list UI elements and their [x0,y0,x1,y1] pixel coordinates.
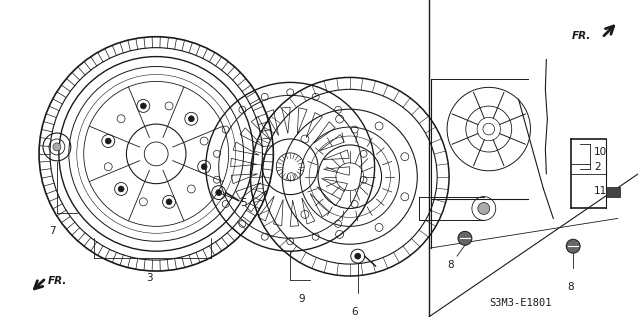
Circle shape [355,253,361,259]
Circle shape [478,203,490,214]
Circle shape [166,199,172,205]
Text: FR.: FR. [48,276,67,286]
Text: 6: 6 [351,307,358,317]
Text: 3: 3 [146,273,152,283]
Circle shape [458,231,472,245]
Circle shape [216,189,221,196]
Circle shape [105,138,111,144]
Text: 8: 8 [567,282,573,292]
Text: 10: 10 [594,147,607,157]
Text: 9: 9 [299,294,305,304]
Circle shape [140,103,147,109]
Text: S3M3-E1801: S3M3-E1801 [489,298,551,308]
Circle shape [566,239,580,253]
Circle shape [118,186,124,192]
Circle shape [188,116,195,122]
Circle shape [201,164,207,170]
Bar [606,187,620,197]
Text: 8: 8 [448,260,454,270]
Text: FR.: FR. [572,31,591,41]
Text: 7: 7 [49,226,55,236]
Text: 5: 5 [241,197,247,208]
Text: 2: 2 [594,162,600,172]
Circle shape [53,143,61,151]
Text: 11: 11 [594,186,607,196]
